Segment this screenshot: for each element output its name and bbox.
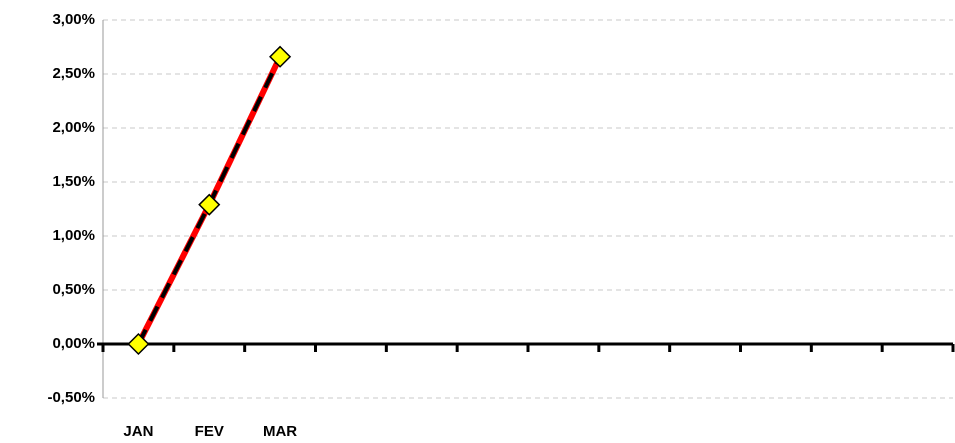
y-tick-label: 1,50% bbox=[52, 173, 95, 190]
x-tick-label: MAR bbox=[263, 423, 297, 440]
y-tick-label: 1,00% bbox=[52, 227, 95, 244]
y-tick-label: -0,50% bbox=[47, 389, 95, 406]
point-marker bbox=[127, 332, 150, 356]
y-tick-label: 0,50% bbox=[52, 281, 95, 298]
point-marker bbox=[198, 193, 221, 216]
y-tick-label: 2,50% bbox=[52, 65, 95, 82]
point-marker bbox=[269, 45, 292, 68]
y-tick-label: 2,00% bbox=[52, 119, 95, 136]
x-tick-label: JAN bbox=[123, 423, 153, 440]
y-tick-label: 0,00% bbox=[52, 335, 95, 352]
y-tick-label: 3,00% bbox=[52, 11, 95, 28]
x-tick-label: FEV bbox=[195, 423, 224, 440]
